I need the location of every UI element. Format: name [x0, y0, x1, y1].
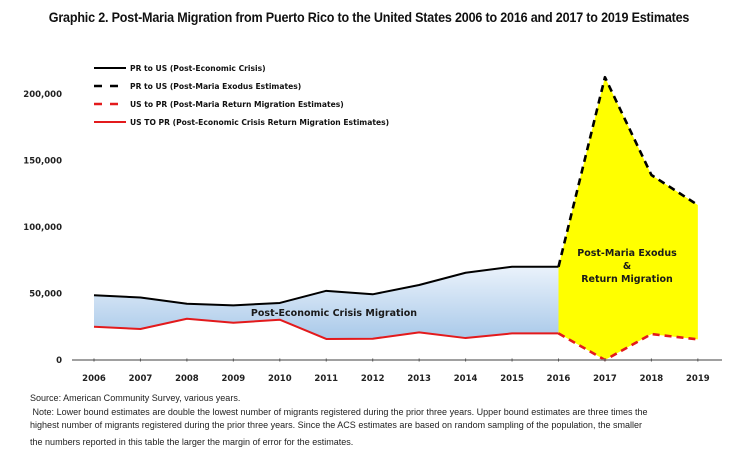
annotations: Post-Economic Crisis Migration Post-Maria… — [251, 248, 677, 319]
annotation-post-maria-line: Return Migration — [581, 274, 673, 285]
x-tick-label: 2010 — [268, 374, 292, 384]
annotation-post-maria-line: & — [623, 261, 631, 272]
line-pr-to-us-post-economic-crisis — [93, 265, 559, 307]
annotation-post-economic-crisis: Post-Economic Crisis Migration — [251, 308, 417, 319]
source-note: Source: American Community Survey, vario… — [30, 393, 241, 404]
x-axis: 2006 2007 2008 2009 2010 2011 2012 2013 2014 2015… — [72, 358, 722, 384]
x-tick-label: 2012 — [361, 374, 385, 384]
chart-title: Graphic 2. Post-Maria Migration from Pue… — [48, 10, 690, 25]
legend-label: PR to US (Post-Maria Exodus Estimates) — [130, 82, 301, 91]
note-line-3: the numbers reported in this table the l… — [30, 437, 354, 448]
x-tick-label: 2017 — [593, 374, 617, 384]
legend-label: PR to US (Post-Economic Crisis) — [130, 64, 266, 73]
x-tick-label: 2007 — [129, 374, 153, 384]
chart-lines — [93, 75, 699, 362]
y-tick-label: 150,000 — [23, 157, 62, 167]
x-tick-label: 2019 — [686, 374, 710, 384]
y-tick-label: 100,000 — [23, 223, 62, 233]
line-pr-to-us-post-maria — [557, 75, 699, 268]
area-post-economic-crisis — [94, 266, 559, 339]
x-tick-label: 2014 — [454, 374, 478, 384]
x-tick-label: 2015 — [500, 374, 524, 384]
x-tick-label: 2009 — [222, 374, 246, 384]
line-us-to-pr-post-maria — [557, 332, 698, 362]
legend: PR to US (Post-Economic Crisis) PR to US … — [94, 64, 389, 127]
x-tick-label: 2018 — [640, 374, 664, 384]
note-line-2: highest number of migrants registered du… — [30, 420, 643, 431]
legend-label: US TO PR (Post-Economic Crisis Return Mi… — [130, 118, 389, 127]
x-tick-label: 2008 — [175, 374, 199, 384]
line-us-to-pr-post-economic-crisis — [93, 317, 559, 340]
y-tick-label: 50,000 — [29, 290, 62, 300]
annotation-post-maria-line: Post-Maria Exodus — [577, 248, 677, 259]
area-post-maria — [558, 77, 698, 360]
legend-label: US to PR (Post-Maria Return Migration Es… — [130, 100, 344, 109]
y-tick-label: 0 — [56, 356, 62, 366]
x-tick-label: 2013 — [407, 374, 431, 384]
x-tick-label: 2006 — [82, 374, 106, 384]
note-line-1: Note: Lower bound estimates are double t… — [30, 407, 648, 418]
x-tick-label: 2016 — [547, 374, 571, 384]
x-tick-label: 2011 — [314, 374, 338, 384]
y-tick-label: 200,000 — [23, 90, 62, 100]
y-axis: 0 50,000 100,000 150,000 200,000 — [23, 90, 62, 366]
chart-areas — [94, 77, 698, 360]
chart-footer: Source: American Community Survey, vario… — [30, 392, 688, 449]
